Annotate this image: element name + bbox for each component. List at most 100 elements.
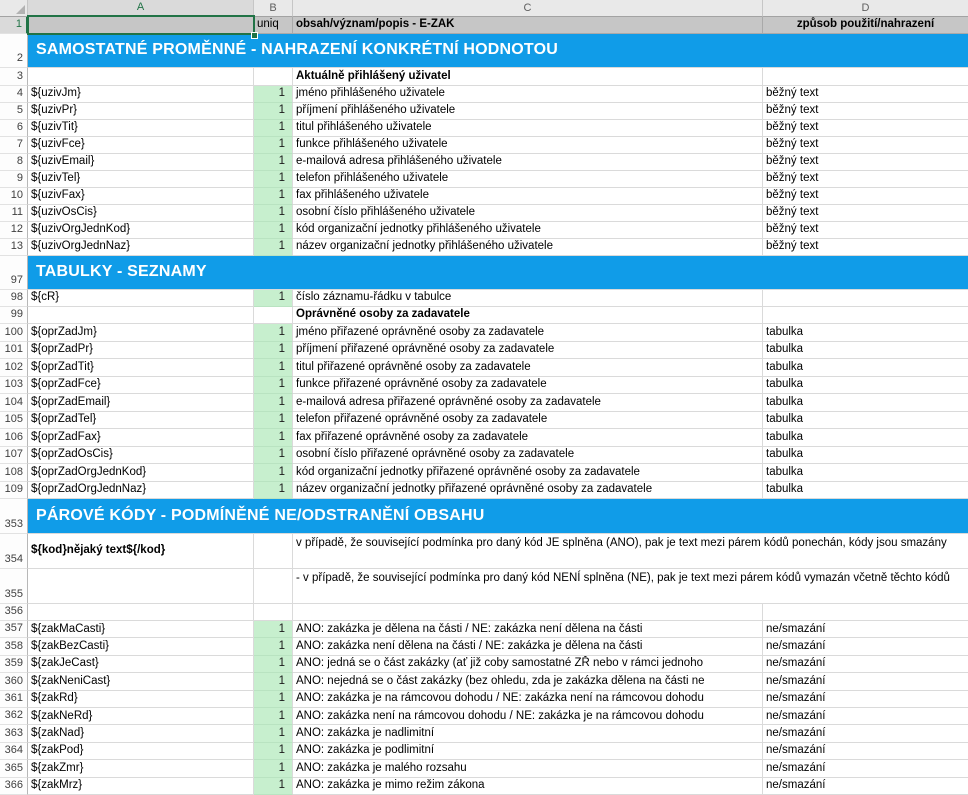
- row-header-7[interactable]: 7: [0, 137, 28, 154]
- cell-B107[interactable]: 1: [254, 446, 293, 464]
- cell-D102[interactable]: tabulka: [763, 359, 968, 377]
- cell-D11[interactable]: běžný text: [763, 205, 968, 222]
- cell-C100[interactable]: jméno přiřazené oprávněné osoby za zadav…: [293, 324, 763, 342]
- cell-A100[interactable]: ${oprZadJm}: [28, 324, 254, 342]
- section-banner-row353[interactable]: PÁROVÉ KÓDY - PODMÍNĚNÉ NE/ODSTRANĚNÍ OB…: [28, 499, 968, 534]
- row-header-364[interactable]: 364: [0, 742, 28, 761]
- row-header-103[interactable]: 103: [0, 376, 28, 394]
- cell-C354[interactable]: v případě, že související podmínka pro d…: [293, 534, 968, 569]
- cell-D366[interactable]: ne/smazání: [763, 777, 968, 795]
- cell-A108[interactable]: ${oprZadOrgJednKod}: [28, 464, 254, 482]
- cell-A102[interactable]: ${oprZadTit}: [28, 359, 254, 377]
- row-header-355[interactable]: 355: [0, 569, 28, 604]
- column-header-a[interactable]: A: [28, 0, 254, 17]
- cell-C9[interactable]: telefon přihlášeného uživatele: [293, 171, 763, 188]
- row-header-109[interactable]: 109: [0, 481, 28, 499]
- cell-A366[interactable]: ${zakMrz}: [28, 777, 254, 795]
- cell-A11[interactable]: ${uzivOsCis}: [28, 205, 254, 222]
- cell-D1[interactable]: způsob použití/nahrazení: [763, 17, 968, 34]
- row-header-11[interactable]: 11: [0, 205, 28, 222]
- cell-A98[interactable]: ${cR}: [28, 290, 254, 307]
- cell-A365[interactable]: ${zakZmr}: [28, 760, 254, 778]
- row-header-106[interactable]: 106: [0, 429, 28, 447]
- cell-C8[interactable]: e-mailová adresa přihlášeného uživatele: [293, 154, 763, 171]
- cell-D361[interactable]: ne/smazání: [763, 690, 968, 708]
- cell-D357[interactable]: ne/smazání: [763, 621, 968, 639]
- cell-B6[interactable]: 1: [254, 120, 293, 137]
- row-header-4[interactable]: 4: [0, 86, 28, 103]
- cell-A363[interactable]: ${zakNad}: [28, 725, 254, 743]
- cell-B4[interactable]: 1: [254, 86, 293, 103]
- cell-B354[interactable]: [254, 534, 293, 569]
- cell-D9[interactable]: běžný text: [763, 171, 968, 188]
- cell-D107[interactable]: tabulka: [763, 446, 968, 464]
- cell-B355[interactable]: [254, 569, 293, 604]
- cell-B8[interactable]: 1: [254, 154, 293, 171]
- cell-D5[interactable]: běžný text: [763, 103, 968, 120]
- row-header-366[interactable]: 366: [0, 777, 28, 795]
- row-header-362[interactable]: 362: [0, 708, 28, 726]
- row-header-2[interactable]: 2: [0, 34, 28, 68]
- cell-C108[interactable]: kód organizační jednotky přiřazené opráv…: [293, 464, 763, 482]
- cell-A103[interactable]: ${oprZadFce}: [28, 376, 254, 394]
- cell-D363[interactable]: ne/smazání: [763, 725, 968, 743]
- row-header-8[interactable]: 8: [0, 154, 28, 171]
- cell-B363[interactable]: 1: [254, 725, 293, 743]
- cell-A3[interactable]: [28, 68, 254, 86]
- cell-B357[interactable]: 1: [254, 621, 293, 639]
- cell-A9[interactable]: ${uzivTel}: [28, 171, 254, 188]
- cell-B100[interactable]: 1: [254, 324, 293, 342]
- cell-B13[interactable]: 1: [254, 239, 293, 256]
- cell-C357[interactable]: ANO: zakázka je dělena na části / NE: za…: [293, 621, 763, 639]
- row-header-6[interactable]: 6: [0, 120, 28, 137]
- cell-B365[interactable]: 1: [254, 760, 293, 778]
- cell-B98[interactable]: 1: [254, 290, 293, 307]
- fill-handle[interactable]: [251, 32, 258, 39]
- cell-C13[interactable]: název organizační jednotky přihlášeného …: [293, 239, 763, 256]
- row-header-10[interactable]: 10: [0, 188, 28, 205]
- row-header-100[interactable]: 100: [0, 324, 28, 342]
- row-header-359[interactable]: 359: [0, 655, 28, 674]
- cell-B108[interactable]: 1: [254, 464, 293, 482]
- cell-B5[interactable]: 1: [254, 103, 293, 120]
- cell-C105[interactable]: telefon přiřazené oprávněné osoby za zad…: [293, 411, 763, 429]
- cell-A360[interactable]: ${zakNeniCast}: [28, 673, 254, 691]
- cell-A109[interactable]: ${oprZadOrgJednNaz}: [28, 481, 254, 499]
- row-header-360[interactable]: 360: [0, 673, 28, 691]
- cell-D362[interactable]: ne/smazání: [763, 708, 968, 726]
- cell-D10[interactable]: běžný text: [763, 188, 968, 205]
- cell-A355[interactable]: [28, 569, 254, 604]
- cell-A357[interactable]: ${zakMaCasti}: [28, 621, 254, 639]
- row-header-1[interactable]: 1: [0, 17, 28, 34]
- cell-C359[interactable]: ANO: jedná se o část zakázky (ať již cob…: [293, 655, 763, 674]
- row-header-97[interactable]: 97: [0, 256, 28, 290]
- cell-A358[interactable]: ${zakBezCasti}: [28, 638, 254, 656]
- cell-C360[interactable]: ANO: nejedná se o část zakázky (bez ohle…: [293, 673, 763, 691]
- cell-A6[interactable]: ${uzivTit}: [28, 120, 254, 137]
- section-banner-row97[interactable]: TABULKY - SEZNAMY: [28, 256, 968, 290]
- cell-C109[interactable]: název organizační jednotky přiřazené opr…: [293, 481, 763, 499]
- cell-B10[interactable]: 1: [254, 188, 293, 205]
- cell-B103[interactable]: 1: [254, 376, 293, 394]
- cell-B104[interactable]: 1: [254, 394, 293, 412]
- cell-C365[interactable]: ANO: zakázka je malého rozsahu: [293, 760, 763, 778]
- cell-A8[interactable]: ${uzivEmail}: [28, 154, 254, 171]
- cell-D99[interactable]: [763, 307, 968, 324]
- cell-D104[interactable]: tabulka: [763, 394, 968, 412]
- cell-D105[interactable]: tabulka: [763, 411, 968, 429]
- cell-B364[interactable]: 1: [254, 742, 293, 761]
- cell-C356[interactable]: [293, 604, 763, 621]
- row-header-353[interactable]: 353: [0, 499, 28, 534]
- cell-A10[interactable]: ${uzivFax}: [28, 188, 254, 205]
- cell-D108[interactable]: tabulka: [763, 464, 968, 482]
- cell-B359[interactable]: 1: [254, 655, 293, 674]
- cell-C366[interactable]: ANO: zakázka je mimo režim zákona: [293, 777, 763, 795]
- cell-B366[interactable]: 1: [254, 777, 293, 795]
- cell-D365[interactable]: ne/smazání: [763, 760, 968, 778]
- row-header-9[interactable]: 9: [0, 171, 28, 188]
- row-header-358[interactable]: 358: [0, 638, 28, 656]
- select-all-corner[interactable]: [0, 0, 28, 17]
- row-header-365[interactable]: 365: [0, 760, 28, 778]
- cell-C102[interactable]: titul přiřazené oprávněné osoby za zadav…: [293, 359, 763, 377]
- cell-B360[interactable]: 1: [254, 673, 293, 691]
